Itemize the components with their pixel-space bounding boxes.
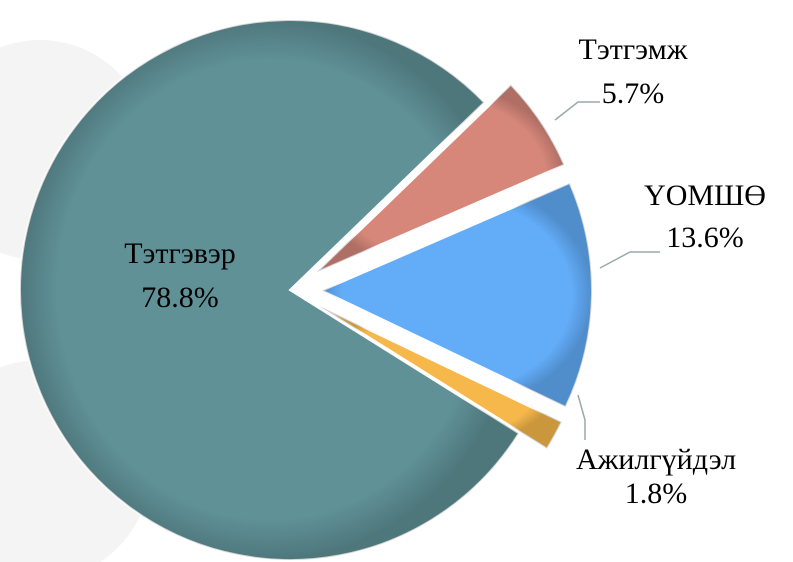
value-label: 13.6% <box>666 221 744 254</box>
leader-line <box>577 394 586 440</box>
category-label: Тэтгэмж <box>579 33 688 66</box>
leader-line <box>554 101 600 121</box>
slice-shade <box>321 183 592 408</box>
category-label: Тэтгэвэр <box>124 237 236 270</box>
slice-shade <box>318 305 562 449</box>
value-label: 1.8% <box>625 477 688 510</box>
leader-line <box>599 251 660 269</box>
value-label: 78.8% <box>141 281 219 314</box>
category-label: Ажилгүйдэл <box>576 443 736 476</box>
slice-shade <box>316 84 565 273</box>
category-label: ҮОМШӨ <box>644 179 766 212</box>
pie <box>19 19 593 561</box>
slice-shade <box>19 19 519 560</box>
value-label: 5.7% <box>602 77 665 110</box>
